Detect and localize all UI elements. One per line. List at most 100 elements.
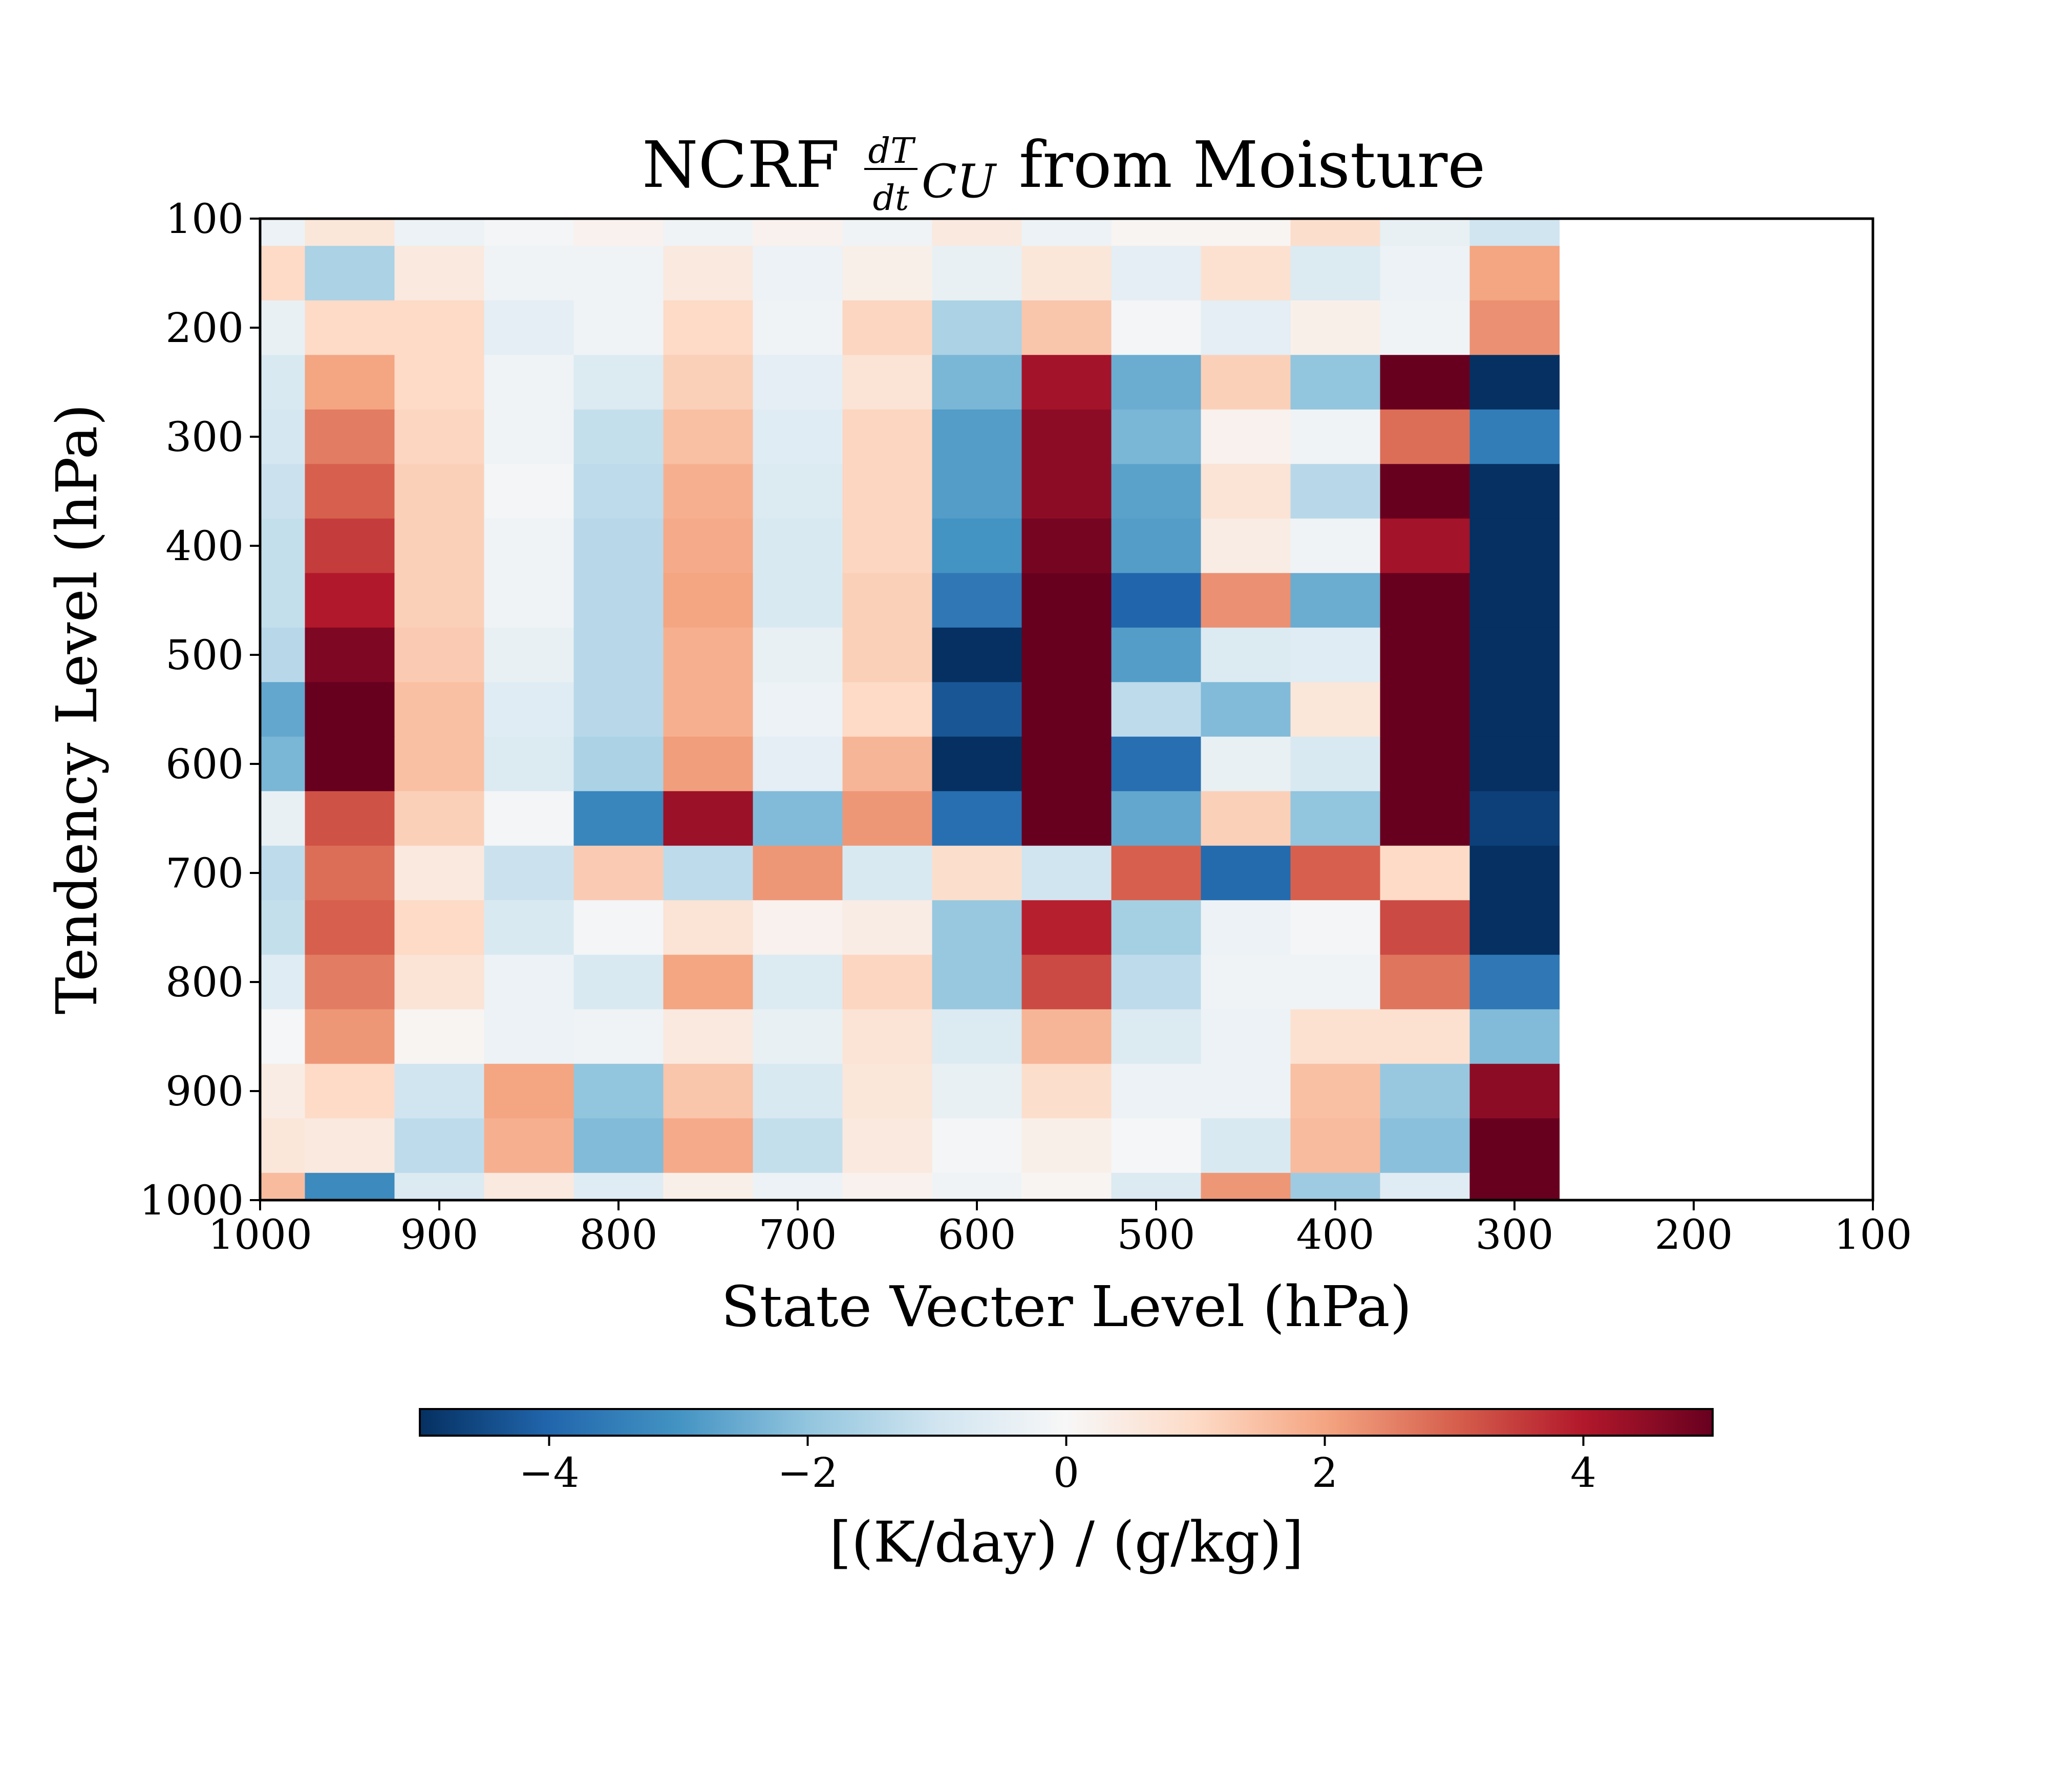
heatmap-cell [753, 300, 843, 355]
heatmap-cell [1380, 791, 1470, 846]
heatmap-cell [394, 246, 485, 301]
heatmap-cell [260, 246, 306, 301]
heatmap-cell [260, 791, 306, 846]
heatmap-cell [1380, 219, 1470, 246]
heatmap-cell [1201, 791, 1291, 846]
heatmap-cell [1469, 1172, 1560, 1201]
heatmap-cell [1290, 791, 1381, 846]
heatmap-cell [753, 736, 843, 792]
heatmap-cell [305, 573, 395, 628]
heatmap-cell [663, 682, 754, 737]
heatmap-cell [1290, 682, 1381, 737]
heatmap-cell [394, 1063, 485, 1119]
heatmap-cell [753, 791, 843, 846]
heatmap-cell [305, 300, 395, 355]
heatmap-cell [1021, 573, 1112, 628]
heatmap-cell [305, 845, 395, 901]
heatmap-cell [573, 464, 664, 519]
heatmap-cell [484, 954, 574, 1010]
heatmap-cell [573, 900, 664, 955]
heatmap-cell [1469, 1118, 1560, 1174]
heatmap-cell [1201, 845, 1291, 901]
heatmap-cell [1290, 219, 1381, 246]
heatmap-cell [1111, 900, 1202, 955]
heatmap-cell [1469, 518, 1560, 573]
heatmap-cell [305, 1009, 395, 1064]
heatmap-cell [1201, 573, 1291, 628]
heatmap-cell [663, 409, 754, 464]
heatmap-cell [1021, 1172, 1112, 1201]
heatmap-cell [394, 1009, 485, 1064]
x-tick-label: 200 [1655, 1211, 1733, 1258]
heatmap-cell [1290, 1009, 1381, 1064]
heatmap-cell [260, 845, 306, 901]
colorbar-label: [(K/day) / (g/kg)] [829, 1509, 1304, 1575]
heatmap-cell [1021, 464, 1112, 519]
heatmap-cell [305, 246, 395, 301]
colorbar-tick-label: 2 [1312, 1449, 1338, 1497]
heatmap-cell [842, 246, 933, 301]
heatmap-cell [1380, 464, 1470, 519]
title-rest: from Moisture [1019, 128, 1485, 202]
heatmap-cell [753, 845, 843, 901]
heatmap-cell [305, 791, 395, 846]
heatmap-cell [1290, 736, 1381, 792]
heatmap-cell [663, 736, 754, 792]
heatmap-cell [663, 954, 754, 1010]
heatmap-cell [1111, 1118, 1202, 1174]
x-axis-ticks: 1000 900 800 700 600 500 400 300 200 100 [208, 1200, 1912, 1258]
heatmap-cell [1111, 682, 1202, 737]
heatmap-cell [842, 1063, 933, 1119]
heatmap-cell [1380, 845, 1470, 901]
heatmap-cell [1021, 845, 1112, 901]
heatmap-cell [484, 1118, 574, 1174]
heatmap-cell [753, 409, 843, 464]
heatmap-cell [932, 900, 1022, 955]
heatmap-cell [484, 791, 574, 846]
heatmap-cell [1469, 736, 1560, 792]
heatmap-cell [394, 464, 485, 519]
heatmap-cell [1469, 464, 1560, 519]
heatmap-cell [932, 791, 1022, 846]
heatmap-cell [1111, 845, 1202, 901]
heatmap-cell [1290, 845, 1381, 901]
heatmap-cell [1201, 464, 1291, 519]
heatmap-cell [663, 246, 754, 301]
heatmap-cell [1201, 954, 1291, 1010]
heatmap-cell [932, 409, 1022, 464]
heatmap-cell [1290, 246, 1381, 301]
y-tick-label: 1000 [139, 1177, 244, 1224]
heatmap-cell [1021, 736, 1112, 792]
heatmap-cell [663, 900, 754, 955]
x-tick-label: 500 [1117, 1211, 1196, 1258]
heatmap-cell [1201, 736, 1291, 792]
heatmap-cell [663, 627, 754, 682]
heatmap-cell [260, 900, 306, 955]
heatmap-cell [1201, 900, 1291, 955]
x-tick-label: 800 [580, 1211, 658, 1258]
heatmap-cell [260, 219, 306, 246]
heatmap-cell [932, 845, 1022, 901]
heatmap-cell [1380, 518, 1470, 573]
y-axis-label: Tendency Level (hPa) [44, 404, 110, 1015]
heatmap-cell [305, 627, 395, 682]
heatmap-cell [1111, 219, 1202, 246]
heatmap-cell [1201, 627, 1291, 682]
heatmap-cell [573, 246, 664, 301]
heatmap-cell [1201, 409, 1291, 464]
heatmap-cell [1290, 954, 1381, 1010]
heatmap-cell [1021, 954, 1112, 1010]
heatmap-cell [932, 1172, 1022, 1201]
heatmap-cell [663, 1118, 754, 1174]
heatmap-cell [663, 845, 754, 901]
heatmap-cell [573, 355, 664, 410]
heatmap-cell [1201, 1172, 1291, 1201]
heatmap-cell [753, 682, 843, 737]
heatmap-cell [1021, 682, 1112, 737]
heatmap-cell [753, 246, 843, 301]
heatmap-cell [753, 627, 843, 682]
heatmap-cell [573, 219, 664, 246]
heatmap-cell [394, 409, 485, 464]
heatmap-cell [260, 464, 306, 519]
heatmap-cell [753, 1172, 843, 1201]
